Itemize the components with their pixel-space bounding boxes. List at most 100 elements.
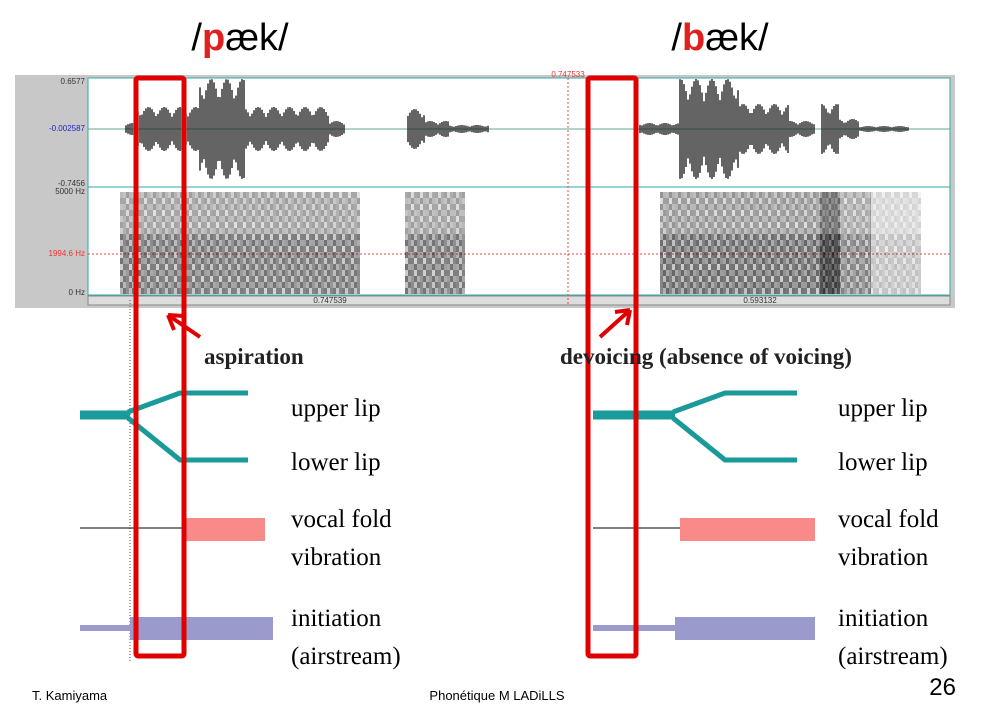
spectrogram-cell bbox=[225, 198, 228, 204]
spectrogram-cell bbox=[838, 204, 841, 210]
spectrogram-cell bbox=[813, 276, 816, 282]
spectrogram-cell bbox=[429, 210, 432, 216]
spectrogram-cell bbox=[750, 270, 753, 276]
spectrogram-cell bbox=[138, 222, 141, 228]
spectrogram-cell bbox=[297, 216, 300, 222]
spectrogram-cell bbox=[702, 282, 705, 288]
spectrogram-cell bbox=[894, 288, 897, 294]
spectrogram-cell bbox=[357, 246, 360, 252]
spectrogram-cell bbox=[186, 198, 189, 204]
spectrogram-cell bbox=[294, 240, 297, 246]
spectrogram-cell bbox=[192, 282, 195, 288]
spectrogram-cell bbox=[729, 210, 732, 216]
spectrogram-cell bbox=[816, 234, 819, 240]
spectrogram-cell bbox=[714, 210, 717, 216]
spectrogram-cell bbox=[423, 204, 426, 210]
spectrogram-cell bbox=[822, 198, 825, 204]
spectrogram-cell bbox=[240, 264, 243, 270]
spectrogram-cell bbox=[903, 228, 906, 234]
spectrogram-cell bbox=[291, 222, 294, 228]
spectrogram-cell bbox=[432, 192, 435, 198]
spectrogram-cell bbox=[906, 192, 909, 198]
spectrogram-cell bbox=[844, 198, 847, 204]
spectrogram-cell bbox=[201, 192, 204, 198]
spectrogram-cell bbox=[876, 252, 879, 258]
spectrogram-cell bbox=[669, 192, 672, 198]
spectrogram-cell bbox=[714, 222, 717, 228]
spectrogram-cell bbox=[285, 192, 288, 198]
spectrogram-cell bbox=[865, 210, 868, 216]
spectrogram-cell bbox=[450, 264, 453, 270]
spectrogram-cell bbox=[285, 282, 288, 288]
spectrogram-cell bbox=[756, 210, 759, 216]
spectrogram-cell bbox=[747, 276, 750, 282]
spectrogram-cell bbox=[327, 258, 330, 264]
spectrogram-cell bbox=[315, 282, 318, 288]
spectrogram-cell bbox=[732, 246, 735, 252]
spectrogram-cell bbox=[687, 246, 690, 252]
spectrogram-cell bbox=[786, 204, 789, 210]
spectrogram-cell bbox=[841, 246, 844, 252]
spectrogram-cell bbox=[918, 264, 921, 270]
spectrogram-cell bbox=[663, 252, 666, 258]
spectrogram-cell bbox=[330, 288, 333, 294]
spectrogram-cell bbox=[675, 192, 678, 198]
spectrogram-cell bbox=[798, 288, 801, 294]
spectrogram-cell bbox=[804, 276, 807, 282]
spectrogram-cell bbox=[255, 282, 258, 288]
spectrogram-cell bbox=[735, 270, 738, 276]
spectrogram-cell bbox=[789, 192, 792, 198]
spectrogram-cell bbox=[159, 276, 162, 282]
spectrogram-cell bbox=[216, 240, 219, 246]
spectrogram-cell bbox=[252, 216, 255, 222]
spectrogram-cell bbox=[411, 282, 414, 288]
spectrogram-cell bbox=[201, 240, 204, 246]
spectrogram-cell bbox=[405, 258, 408, 264]
spectrogram-cell bbox=[426, 276, 429, 282]
spectrogram-cell bbox=[744, 258, 747, 264]
spectrogram-cell bbox=[687, 216, 690, 222]
spectrogram-cell bbox=[420, 252, 423, 258]
spectrogram-cell bbox=[744, 234, 747, 240]
spectrogram-cell bbox=[720, 270, 723, 276]
spectrogram-cell bbox=[234, 264, 237, 270]
spectrogram-cell bbox=[882, 246, 885, 252]
spectrogram-cell bbox=[765, 258, 768, 264]
spectrogram-cell bbox=[285, 258, 288, 264]
spectrogram-cell bbox=[870, 234, 873, 240]
spectrogram-cell bbox=[903, 204, 906, 210]
spectrogram-cell bbox=[792, 228, 795, 234]
spectrogram-cell bbox=[285, 288, 288, 294]
spectrogram-cell bbox=[174, 270, 177, 276]
spectrogram-cell bbox=[228, 246, 231, 252]
spectrogram-cell bbox=[789, 204, 792, 210]
spectrogram-cell bbox=[711, 288, 714, 294]
spectrogram-cell bbox=[897, 234, 900, 240]
spectrogram-cell bbox=[792, 222, 795, 228]
spectrogram-cell bbox=[273, 192, 276, 198]
spectrogram-cell bbox=[441, 288, 444, 294]
spectrogram-cell bbox=[756, 264, 759, 270]
spectrogram-cell bbox=[828, 240, 831, 246]
spectrogram-cell bbox=[225, 288, 228, 294]
waveform bbox=[125, 79, 909, 179]
spectrogram-cell bbox=[804, 270, 807, 276]
spectrogram-cell bbox=[165, 228, 168, 234]
spectrogram-cell bbox=[234, 204, 237, 210]
spectrogram-cell bbox=[699, 270, 702, 276]
spectrogram-cell bbox=[829, 198, 832, 204]
spectrogram-cell bbox=[891, 192, 894, 198]
spectrogram-cell bbox=[210, 270, 213, 276]
spectrogram-cell bbox=[912, 276, 915, 282]
spectrogram-cell bbox=[663, 216, 666, 222]
spectrogram-cell bbox=[825, 192, 828, 198]
spectrogram-cell bbox=[774, 198, 777, 204]
spectrogram-cell bbox=[261, 204, 264, 210]
spectrogram-cell bbox=[297, 210, 300, 216]
spectrogram-cell bbox=[315, 192, 318, 198]
spectrogram-cell bbox=[318, 222, 321, 228]
spectrogram-cell bbox=[426, 192, 429, 198]
spectrogram-cell bbox=[732, 192, 735, 198]
spectrogram-cell bbox=[351, 276, 354, 282]
spectrogram-cell bbox=[789, 270, 792, 276]
